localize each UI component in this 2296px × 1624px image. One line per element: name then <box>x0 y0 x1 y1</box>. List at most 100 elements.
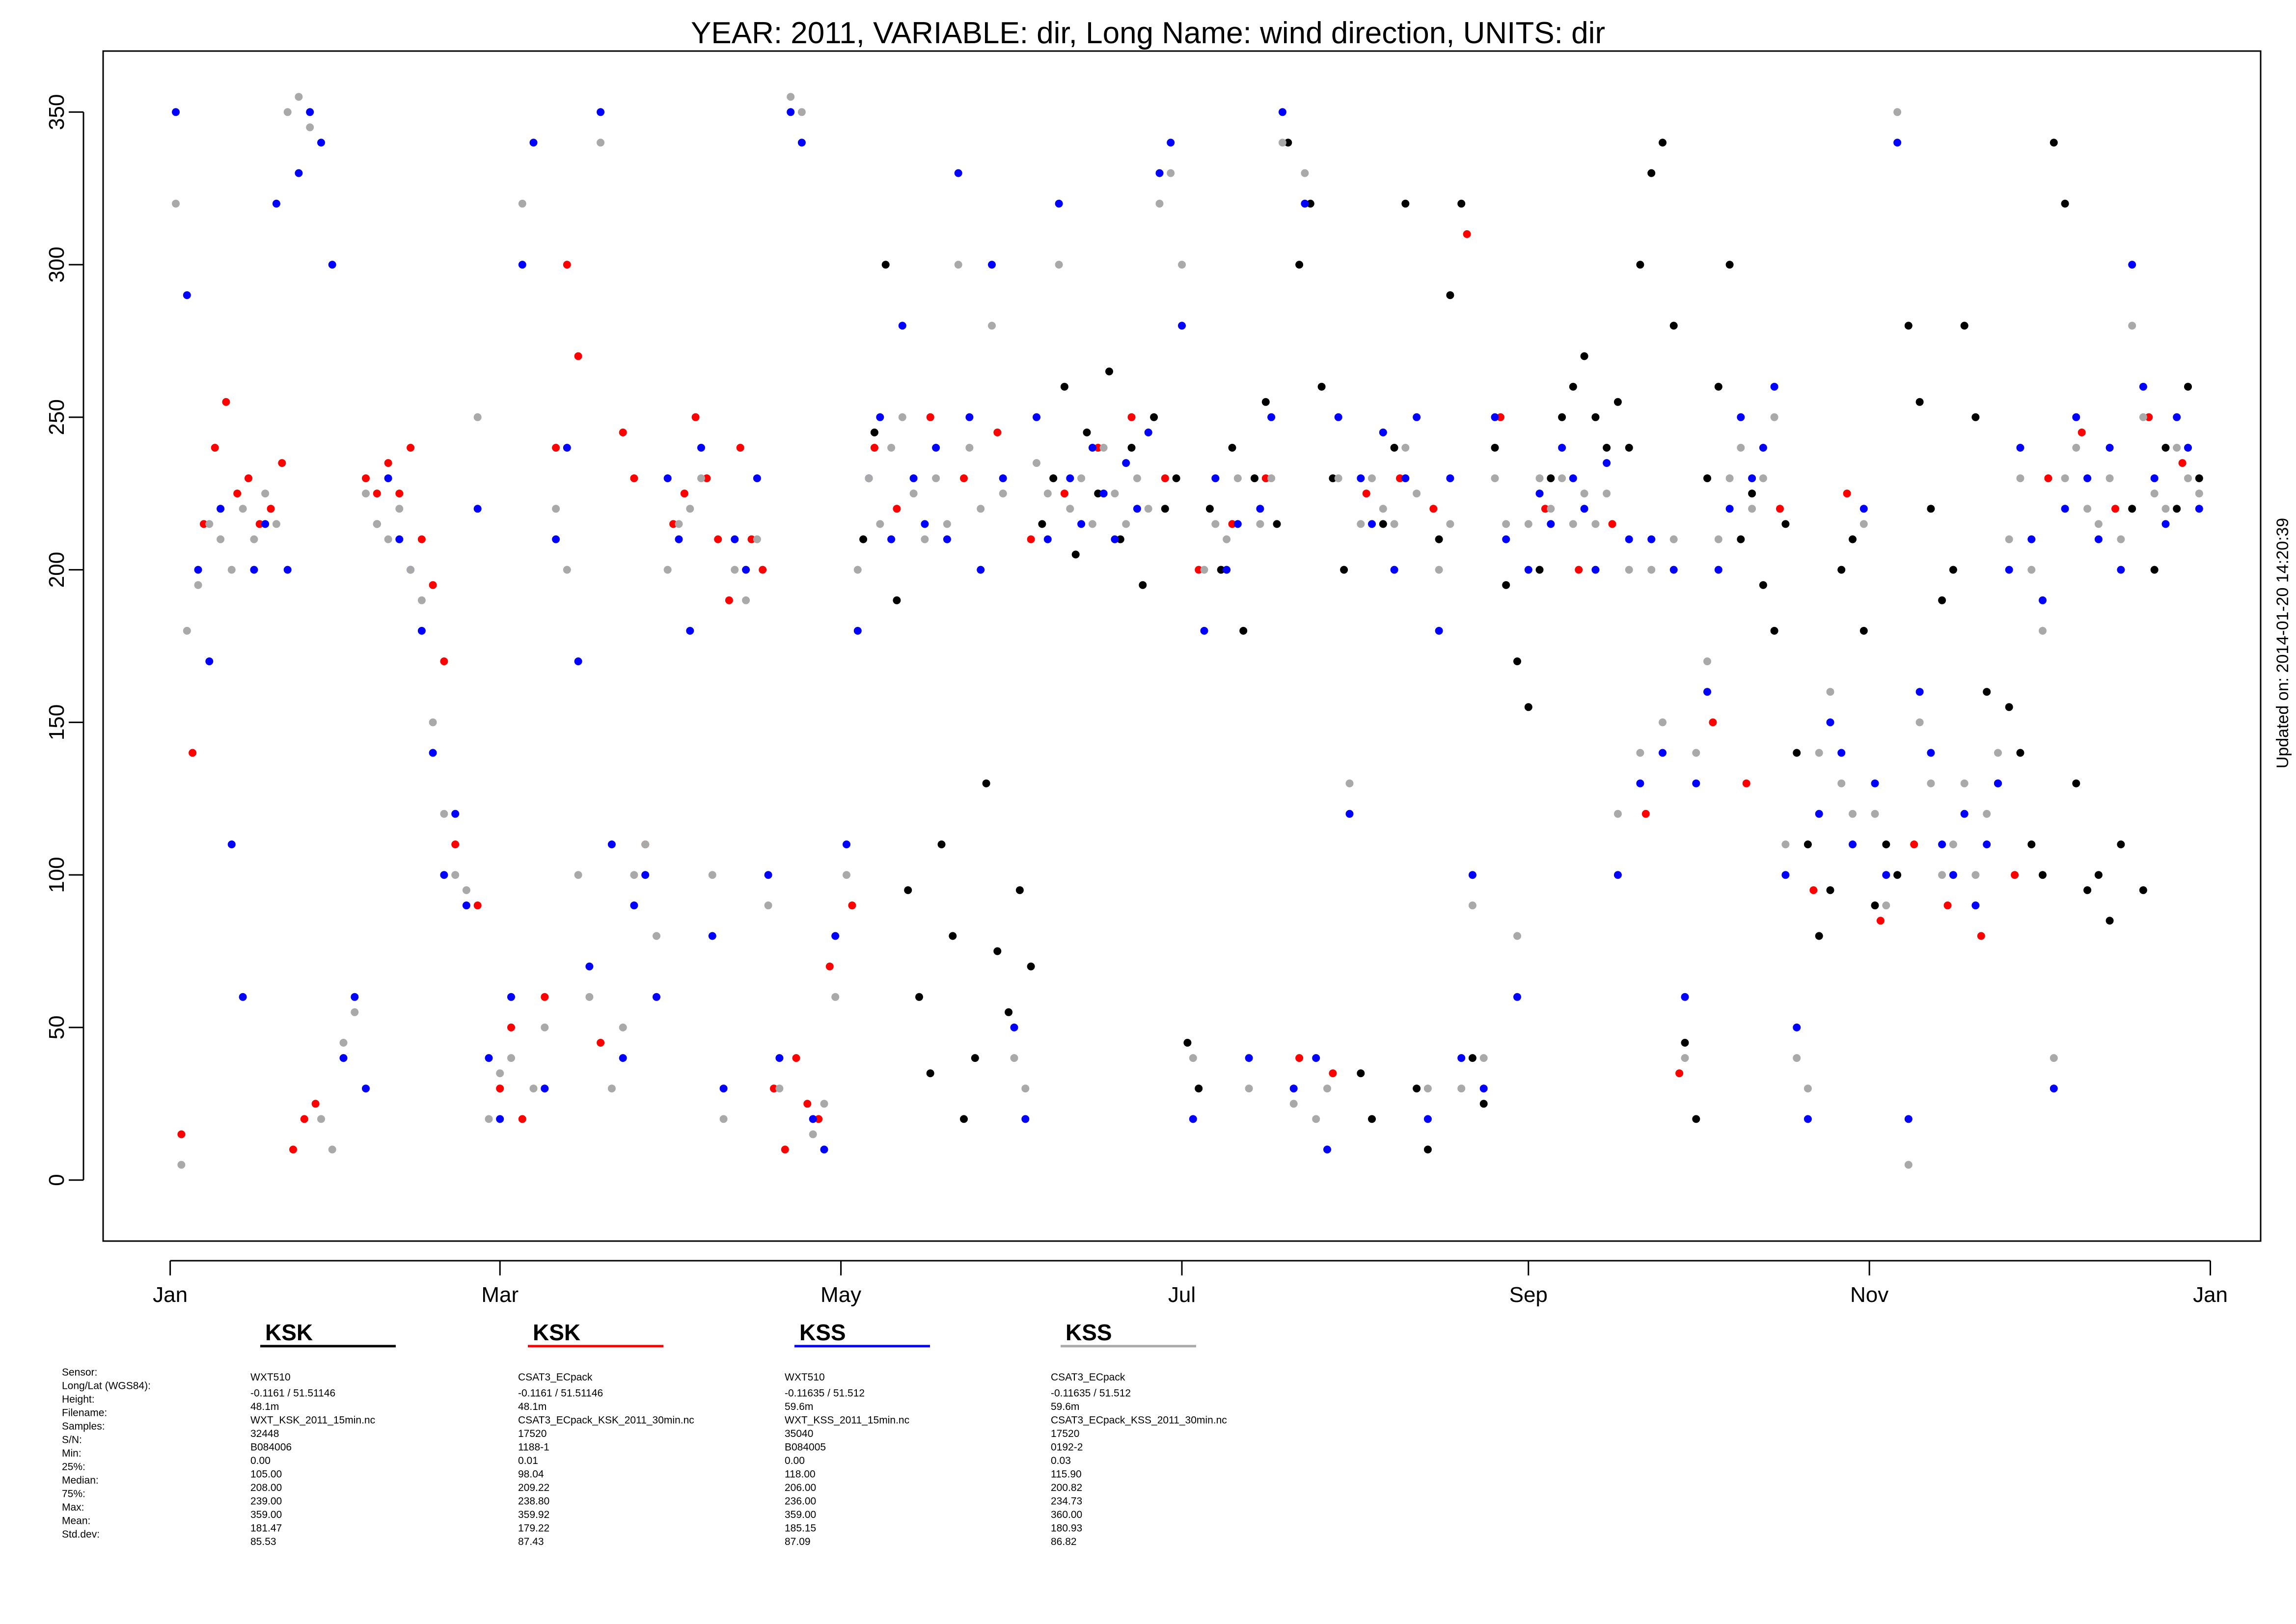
data-point <box>943 520 951 528</box>
stat-row-label: Max: <box>62 1502 84 1513</box>
data-point <box>809 1115 817 1123</box>
data-point <box>1849 535 1857 543</box>
data-point <box>1446 520 1454 528</box>
data-point <box>792 1054 800 1062</box>
data-point <box>1580 352 1588 360</box>
data-point <box>1088 520 1096 528</box>
data-point <box>2195 474 2203 483</box>
data-point <box>1613 398 1622 406</box>
data-point <box>809 1130 817 1138</box>
data-point <box>915 993 923 1001</box>
data-point <box>1781 840 1790 848</box>
data-point <box>898 413 906 421</box>
data-point <box>965 413 974 421</box>
stat-value: 17520 <box>1051 1428 1079 1439</box>
data-point <box>1971 871 1980 879</box>
data-point <box>1748 489 1756 498</box>
series-2 <box>172 108 2203 1154</box>
data-point <box>1781 520 1790 528</box>
data-point <box>1027 535 1035 543</box>
data-point <box>1910 840 1918 848</box>
data-point <box>597 138 605 147</box>
data-point <box>217 505 225 513</box>
data-point <box>663 474 672 483</box>
data-point <box>1211 520 1220 528</box>
data-point <box>1133 505 1141 513</box>
series-1 <box>177 230 2187 1154</box>
data-point <box>529 138 538 147</box>
data-point <box>1340 566 1348 574</box>
data-point <box>1580 505 1588 513</box>
data-point <box>1793 1023 1801 1031</box>
data-point <box>417 626 426 635</box>
stat-row-label: Filename: <box>62 1407 107 1419</box>
data-point <box>1804 1084 1812 1093</box>
data-point <box>529 1084 538 1093</box>
data-point <box>183 291 191 299</box>
data-point <box>1396 474 1404 483</box>
data-point <box>1793 1054 1801 1062</box>
data-point <box>932 444 940 452</box>
data-point <box>1211 474 1220 483</box>
data-point <box>1228 444 1236 452</box>
data-point <box>1591 520 1600 528</box>
plot-frame <box>102 50 2262 1242</box>
data-point <box>1709 718 1717 727</box>
stat-value: 238.80 <box>518 1496 549 1507</box>
data-point <box>362 489 370 498</box>
data-point <box>1060 382 1068 391</box>
data-point <box>255 520 264 528</box>
data-point <box>1223 566 1231 574</box>
data-point <box>177 1130 186 1138</box>
stat-value: -0.11635 / 51.512 <box>785 1388 865 1399</box>
data-point <box>1217 566 1225 574</box>
legend-label: KSS <box>799 1320 846 1345</box>
data-point <box>1994 749 2002 757</box>
data-point <box>473 505 482 513</box>
data-point <box>1446 474 1454 483</box>
stat-value: CSAT3_ECpack_KSK_2011_30min.nc <box>518 1415 694 1426</box>
data-point <box>1893 871 1902 879</box>
data-point <box>831 993 840 1001</box>
data-point <box>1496 413 1504 421</box>
stat-value: WXT_KSK_2011_15min.nc <box>250 1415 375 1426</box>
data-point <box>921 535 929 543</box>
data-point <box>1390 444 1398 452</box>
data-point <box>1960 779 1968 787</box>
data-point <box>759 566 767 574</box>
data-point <box>1233 474 1242 483</box>
data-point <box>697 444 705 452</box>
data-point <box>1960 810 1968 818</box>
data-point <box>1345 779 1354 787</box>
data-point <box>306 108 314 116</box>
data-point <box>2105 474 2114 483</box>
data-point <box>1725 474 1734 483</box>
data-point <box>451 840 460 848</box>
stat-value: 209.22 <box>518 1482 549 1493</box>
data-point <box>2178 459 2187 467</box>
data-point <box>1323 1145 1331 1154</box>
data-point <box>1423 1115 1432 1123</box>
data-point <box>1329 1069 1337 1078</box>
data-point <box>1468 871 1476 879</box>
data-point <box>1983 840 1991 848</box>
stat-value: 118.00 <box>785 1469 816 1480</box>
data-point <box>1267 413 1276 421</box>
data-point <box>965 444 974 452</box>
data-point <box>1703 657 1711 666</box>
stat-value: 239.00 <box>250 1496 282 1507</box>
data-point <box>708 932 716 940</box>
data-point <box>714 535 722 543</box>
data-point <box>1502 535 1510 543</box>
data-point <box>1837 749 1846 757</box>
data-point <box>261 520 270 528</box>
data-point <box>1558 474 1566 483</box>
data-point <box>686 626 694 635</box>
data-point <box>1021 1084 1030 1093</box>
data-point <box>222 398 230 406</box>
stat-value: 32448 <box>250 1428 279 1439</box>
data-point <box>1927 749 1935 757</box>
data-point <box>1195 1084 1203 1093</box>
data-point <box>1535 489 1544 498</box>
data-point <box>2128 261 2136 269</box>
